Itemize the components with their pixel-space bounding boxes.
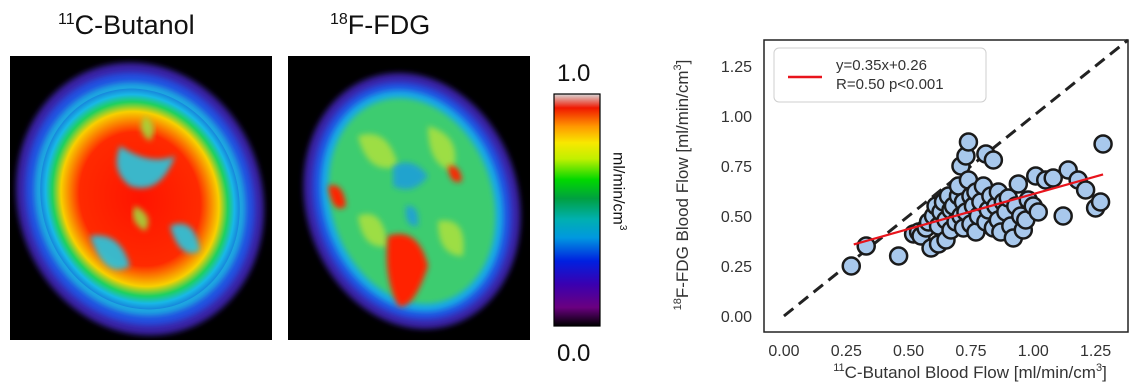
y-tick-label: 1.25 (721, 59, 752, 76)
scatter-chart: 0.00 0.00 0.25 0.25 0.50 0.50 0.75 0.75 1.00 1.00… (672, 38, 1129, 382)
butanol-scan-image (10, 56, 272, 340)
data-point (888, 246, 909, 266)
colorbar (553, 93, 601, 327)
x-tick-label: 0.75 (955, 343, 986, 360)
x-axis-label-close: ] (1102, 363, 1107, 382)
data-point (1053, 206, 1073, 226)
legend-box (773, 47, 987, 103)
y-axis-label-isotope: 18 (672, 298, 684, 310)
x-tick-label: 1.00 (1018, 343, 1049, 360)
x-tick-label: 1.25 (1080, 343, 1111, 360)
colorbar-unit-exp: 3 (617, 224, 628, 231)
data-point (1043, 168, 1063, 188)
left-panel-isotope: 11 (58, 11, 75, 28)
left-panel-title: 11C-Butanol (58, 10, 195, 41)
data-point (983, 150, 1004, 170)
y-axis-label-text: F-FDG Blood Flow [ml/min/cm (673, 70, 692, 298)
x-tick-label: 0.00 (768, 343, 799, 360)
left-panel-name: C-Butanol (74, 10, 195, 40)
x-axis-label: 11C-Butanol Blood Flow [ml/min/cm3] (833, 362, 1107, 382)
y-tick-label: 0.25 (721, 259, 752, 276)
y-tick-label: 1.00 (721, 109, 752, 126)
data-point (841, 256, 862, 276)
x-axis-label-isotope: 11 (833, 362, 844, 374)
colorbar-unit-base: ml/min/cm (609, 152, 627, 225)
butanol-scan-svg (16, 62, 264, 336)
fdg-scan-image (288, 56, 530, 340)
plot-area: 0.00 0.00 0.25 0.25 0.50 0.50 0.75 0.75 1.00 1.00… (721, 38, 1129, 360)
y-axis-label-close: ] (673, 60, 692, 65)
data-point (1090, 192, 1111, 212)
colorbar-max-label: 1.0 (557, 60, 591, 87)
x-tick-label: 0.50 (893, 343, 924, 360)
data-point (1075, 180, 1096, 200)
y-axis-label: 18F-FDG Blood Flow [ml/min/cm3] (672, 60, 692, 311)
x-axis-label-exp: 3 (1096, 362, 1102, 374)
right-panel-name: F-FDG (347, 10, 431, 40)
right-panel-isotope: 18 (330, 11, 348, 28)
y-axis-label-exp: 3 (672, 64, 684, 70)
y-tick-label: 0.75 (721, 159, 752, 176)
legend-statistics: R=0.50 p<0.001 (836, 76, 944, 93)
x-tick-label: 0.25 (831, 343, 862, 360)
data-point (958, 132, 979, 152)
y-tick-label: 0.50 (721, 209, 752, 226)
y-tick-label: 0.00 (721, 309, 752, 326)
colorbar-unit-label: ml/min/cm3 (609, 152, 628, 230)
colorbar-min-label: 0.0 (557, 340, 591, 367)
data-point (1093, 134, 1113, 154)
fdg-scan-svg (303, 73, 521, 329)
x-axis-label-text: C-Butanol Blood Flow [ml/min/cm (845, 363, 1096, 382)
fit-line (853, 173, 1104, 246)
legend-equation: y=0.35x+0.26 (836, 57, 927, 74)
data-point (1028, 202, 1048, 222)
data-point (1008, 174, 1029, 194)
right-panel-title: 18F-FDG (330, 10, 430, 41)
